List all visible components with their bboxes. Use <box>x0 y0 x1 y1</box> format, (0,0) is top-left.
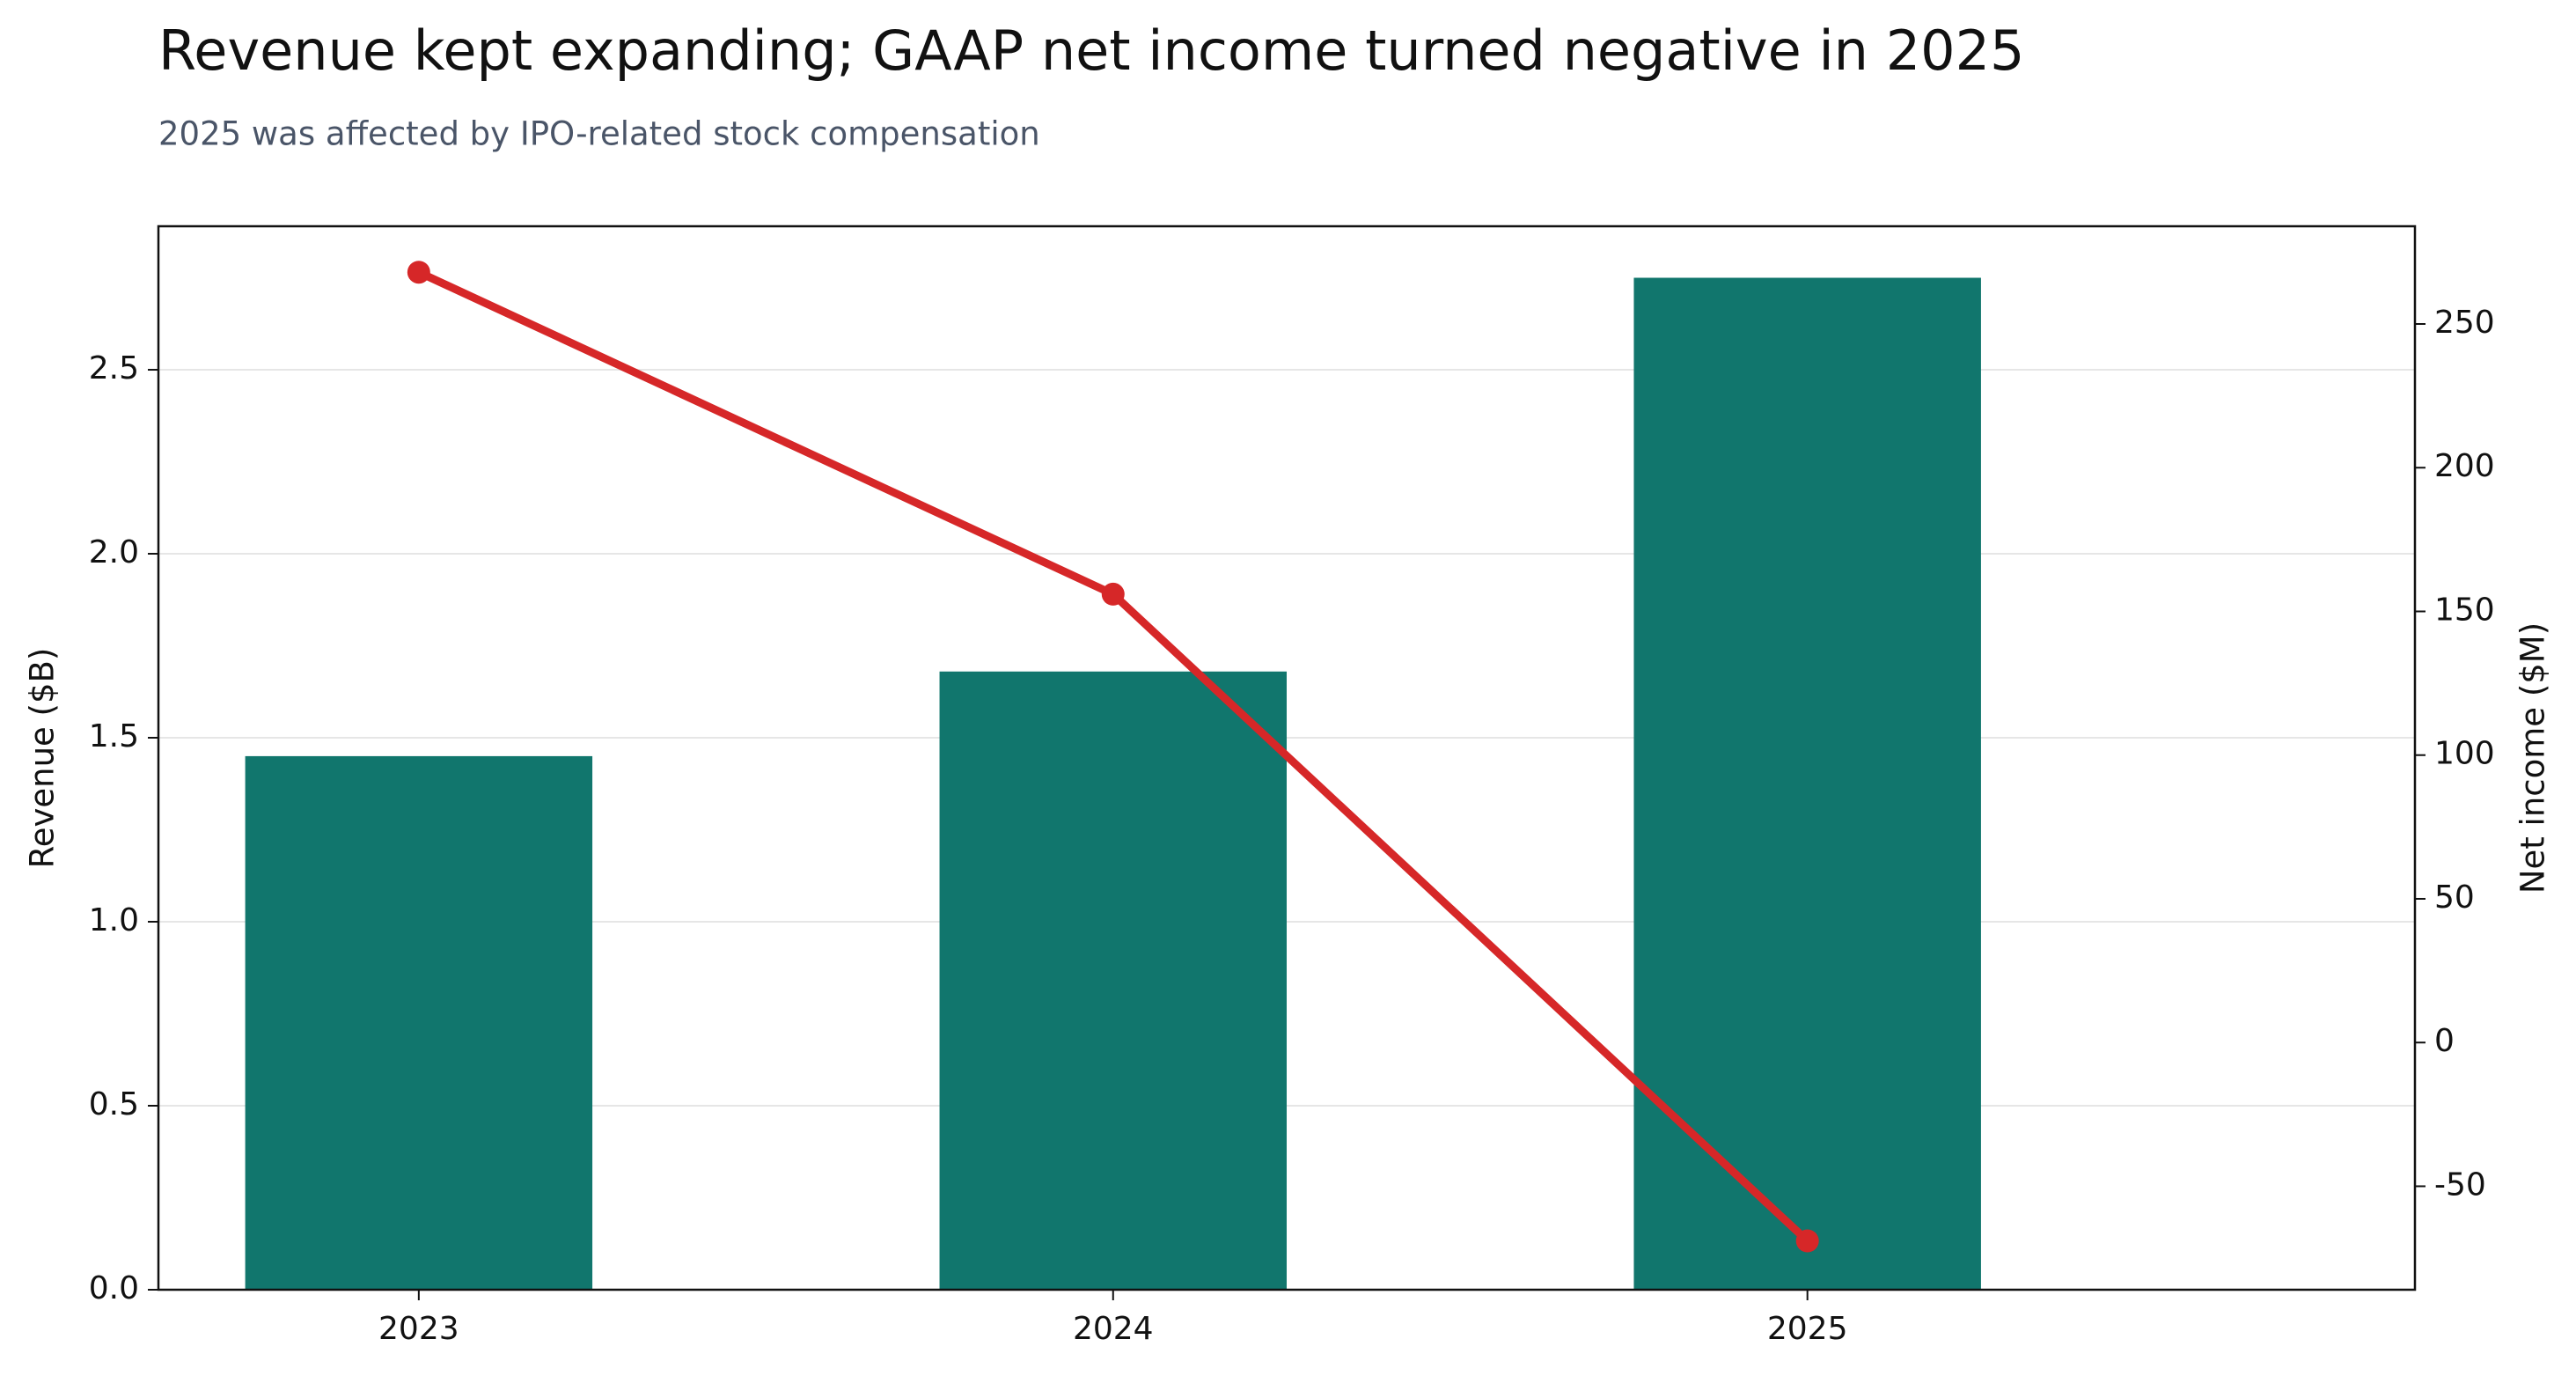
y2-tick-label: 200 <box>2434 448 2495 484</box>
y-tick-label: 1.0 <box>89 902 139 938</box>
y-tick-label: 0.5 <box>89 1086 139 1122</box>
y2-tick-label: -50 <box>2434 1166 2486 1203</box>
chart-title: Revenue kept expanding; GAAP net income … <box>158 18 2024 83</box>
y2-tick-label: 50 <box>2434 879 2475 916</box>
line-point <box>1101 582 1125 606</box>
chart-subtitle: 2025 was affected by IPO-related stock c… <box>158 115 1040 153</box>
y2-tick-label: 150 <box>2434 592 2495 628</box>
line-point <box>407 261 430 284</box>
bar <box>939 671 1287 1290</box>
x-tick-label: 2023 <box>378 1311 459 1347</box>
y-tick-label: 2.5 <box>89 350 139 386</box>
y2-axis-label: Net income ($M) <box>2514 622 2552 894</box>
y-axis-label: Revenue ($B) <box>24 648 62 869</box>
line-point <box>1795 1229 1819 1253</box>
y2-tick-label: 0 <box>2434 1023 2455 1059</box>
y2-tick-label: 100 <box>2434 736 2495 772</box>
bar <box>245 755 593 1290</box>
bar <box>1633 277 1981 1290</box>
y-tick-label: 0.0 <box>89 1270 139 1306</box>
plot-frame <box>157 224 2417 1291</box>
y-tick-label: 2.0 <box>89 534 139 570</box>
x-tick-label: 2025 <box>1767 1311 1848 1347</box>
x-tick-label: 2024 <box>1073 1311 1154 1347</box>
y-tick-label: 1.5 <box>89 718 139 754</box>
y2-tick-label: 250 <box>2434 305 2495 341</box>
